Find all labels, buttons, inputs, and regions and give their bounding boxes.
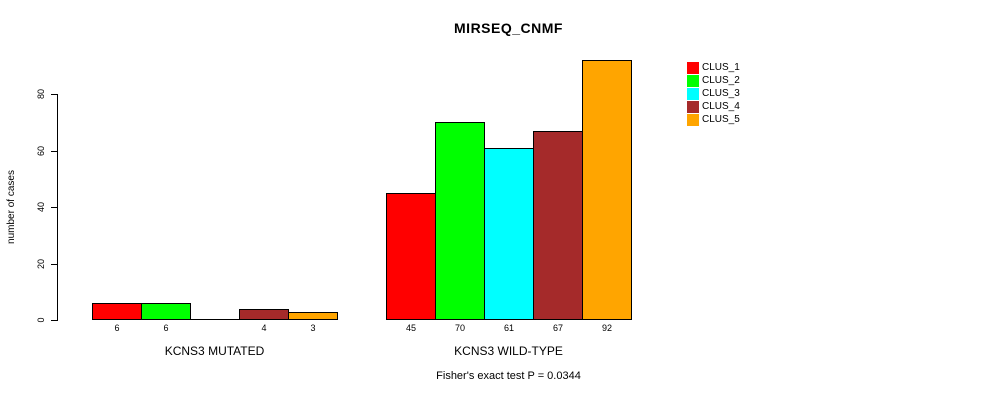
- y-tick-label: 20: [36, 259, 46, 270]
- bar-CLUS_4: [533, 131, 583, 320]
- y-tick-label: 0: [36, 317, 46, 323]
- bar-value-label: 4: [261, 323, 267, 333]
- bar-CLUS_3: [484, 148, 534, 320]
- bar-CLUS_5: [288, 312, 338, 320]
- bar-value-label: 70: [454, 323, 465, 333]
- y-tick: [51, 264, 57, 265]
- bar-CLUS_2: [435, 122, 485, 320]
- bar-CLUS_5: [582, 60, 632, 320]
- bar-value-label: 45: [405, 323, 416, 333]
- legend-item-CLUS_1: CLUS_1: [687, 62, 767, 75]
- legend-item-CLUS_2: CLUS_2: [687, 75, 767, 88]
- y-axis-title: number of cases: [6, 170, 17, 244]
- legend-item-CLUS_4: CLUS_4: [687, 101, 767, 114]
- legend-item-CLUS_3: CLUS_3: [687, 88, 767, 101]
- legend-label: CLUS_2: [702, 75, 740, 86]
- legend-swatch: [687, 88, 699, 100]
- legend-swatch: [687, 75, 699, 87]
- legend-swatch: [687, 114, 699, 126]
- bar-CLUS_1: [92, 303, 142, 320]
- legend-item-CLUS_5: CLUS_5: [687, 114, 767, 127]
- stat-annotation: Fisher's exact test P = 0.0344: [436, 370, 581, 382]
- y-tick-label: 40: [36, 202, 46, 213]
- legend-swatch: [687, 101, 699, 113]
- bar-value-label: 67: [552, 323, 563, 333]
- bar-value-label: 3: [310, 323, 316, 333]
- bar-CLUS_4: [239, 309, 289, 320]
- y-tick-label: 80: [36, 89, 46, 100]
- legend-swatch: [687, 62, 699, 74]
- legend-label: CLUS_5: [702, 114, 740, 125]
- legend-label: CLUS_1: [702, 62, 740, 73]
- y-tick: [51, 94, 57, 95]
- x-group-label: KCNS3 MUTATED: [164, 344, 265, 358]
- bar-CLUS_1: [386, 193, 436, 320]
- bar-value-label: 92: [601, 323, 612, 333]
- bar-value-label: 61: [503, 323, 514, 333]
- zero-bar-CLUS_3: [190, 319, 240, 320]
- y-tick-label: 60: [36, 146, 46, 157]
- chart-title: MIRSEQ_CNMF: [454, 20, 563, 36]
- bar-value-label: 6: [114, 323, 120, 333]
- x-group-label: KCNS3 WILD-TYPE: [454, 344, 563, 358]
- legend-label: CLUS_3: [702, 88, 740, 99]
- bar-CLUS_2: [141, 303, 191, 320]
- y-tick: [51, 320, 57, 321]
- y-tick: [51, 151, 57, 152]
- y-axis-line: [57, 94, 58, 321]
- y-tick: [51, 207, 57, 208]
- legend-label: CLUS_4: [702, 101, 740, 112]
- bar-value-label: 6: [163, 323, 169, 333]
